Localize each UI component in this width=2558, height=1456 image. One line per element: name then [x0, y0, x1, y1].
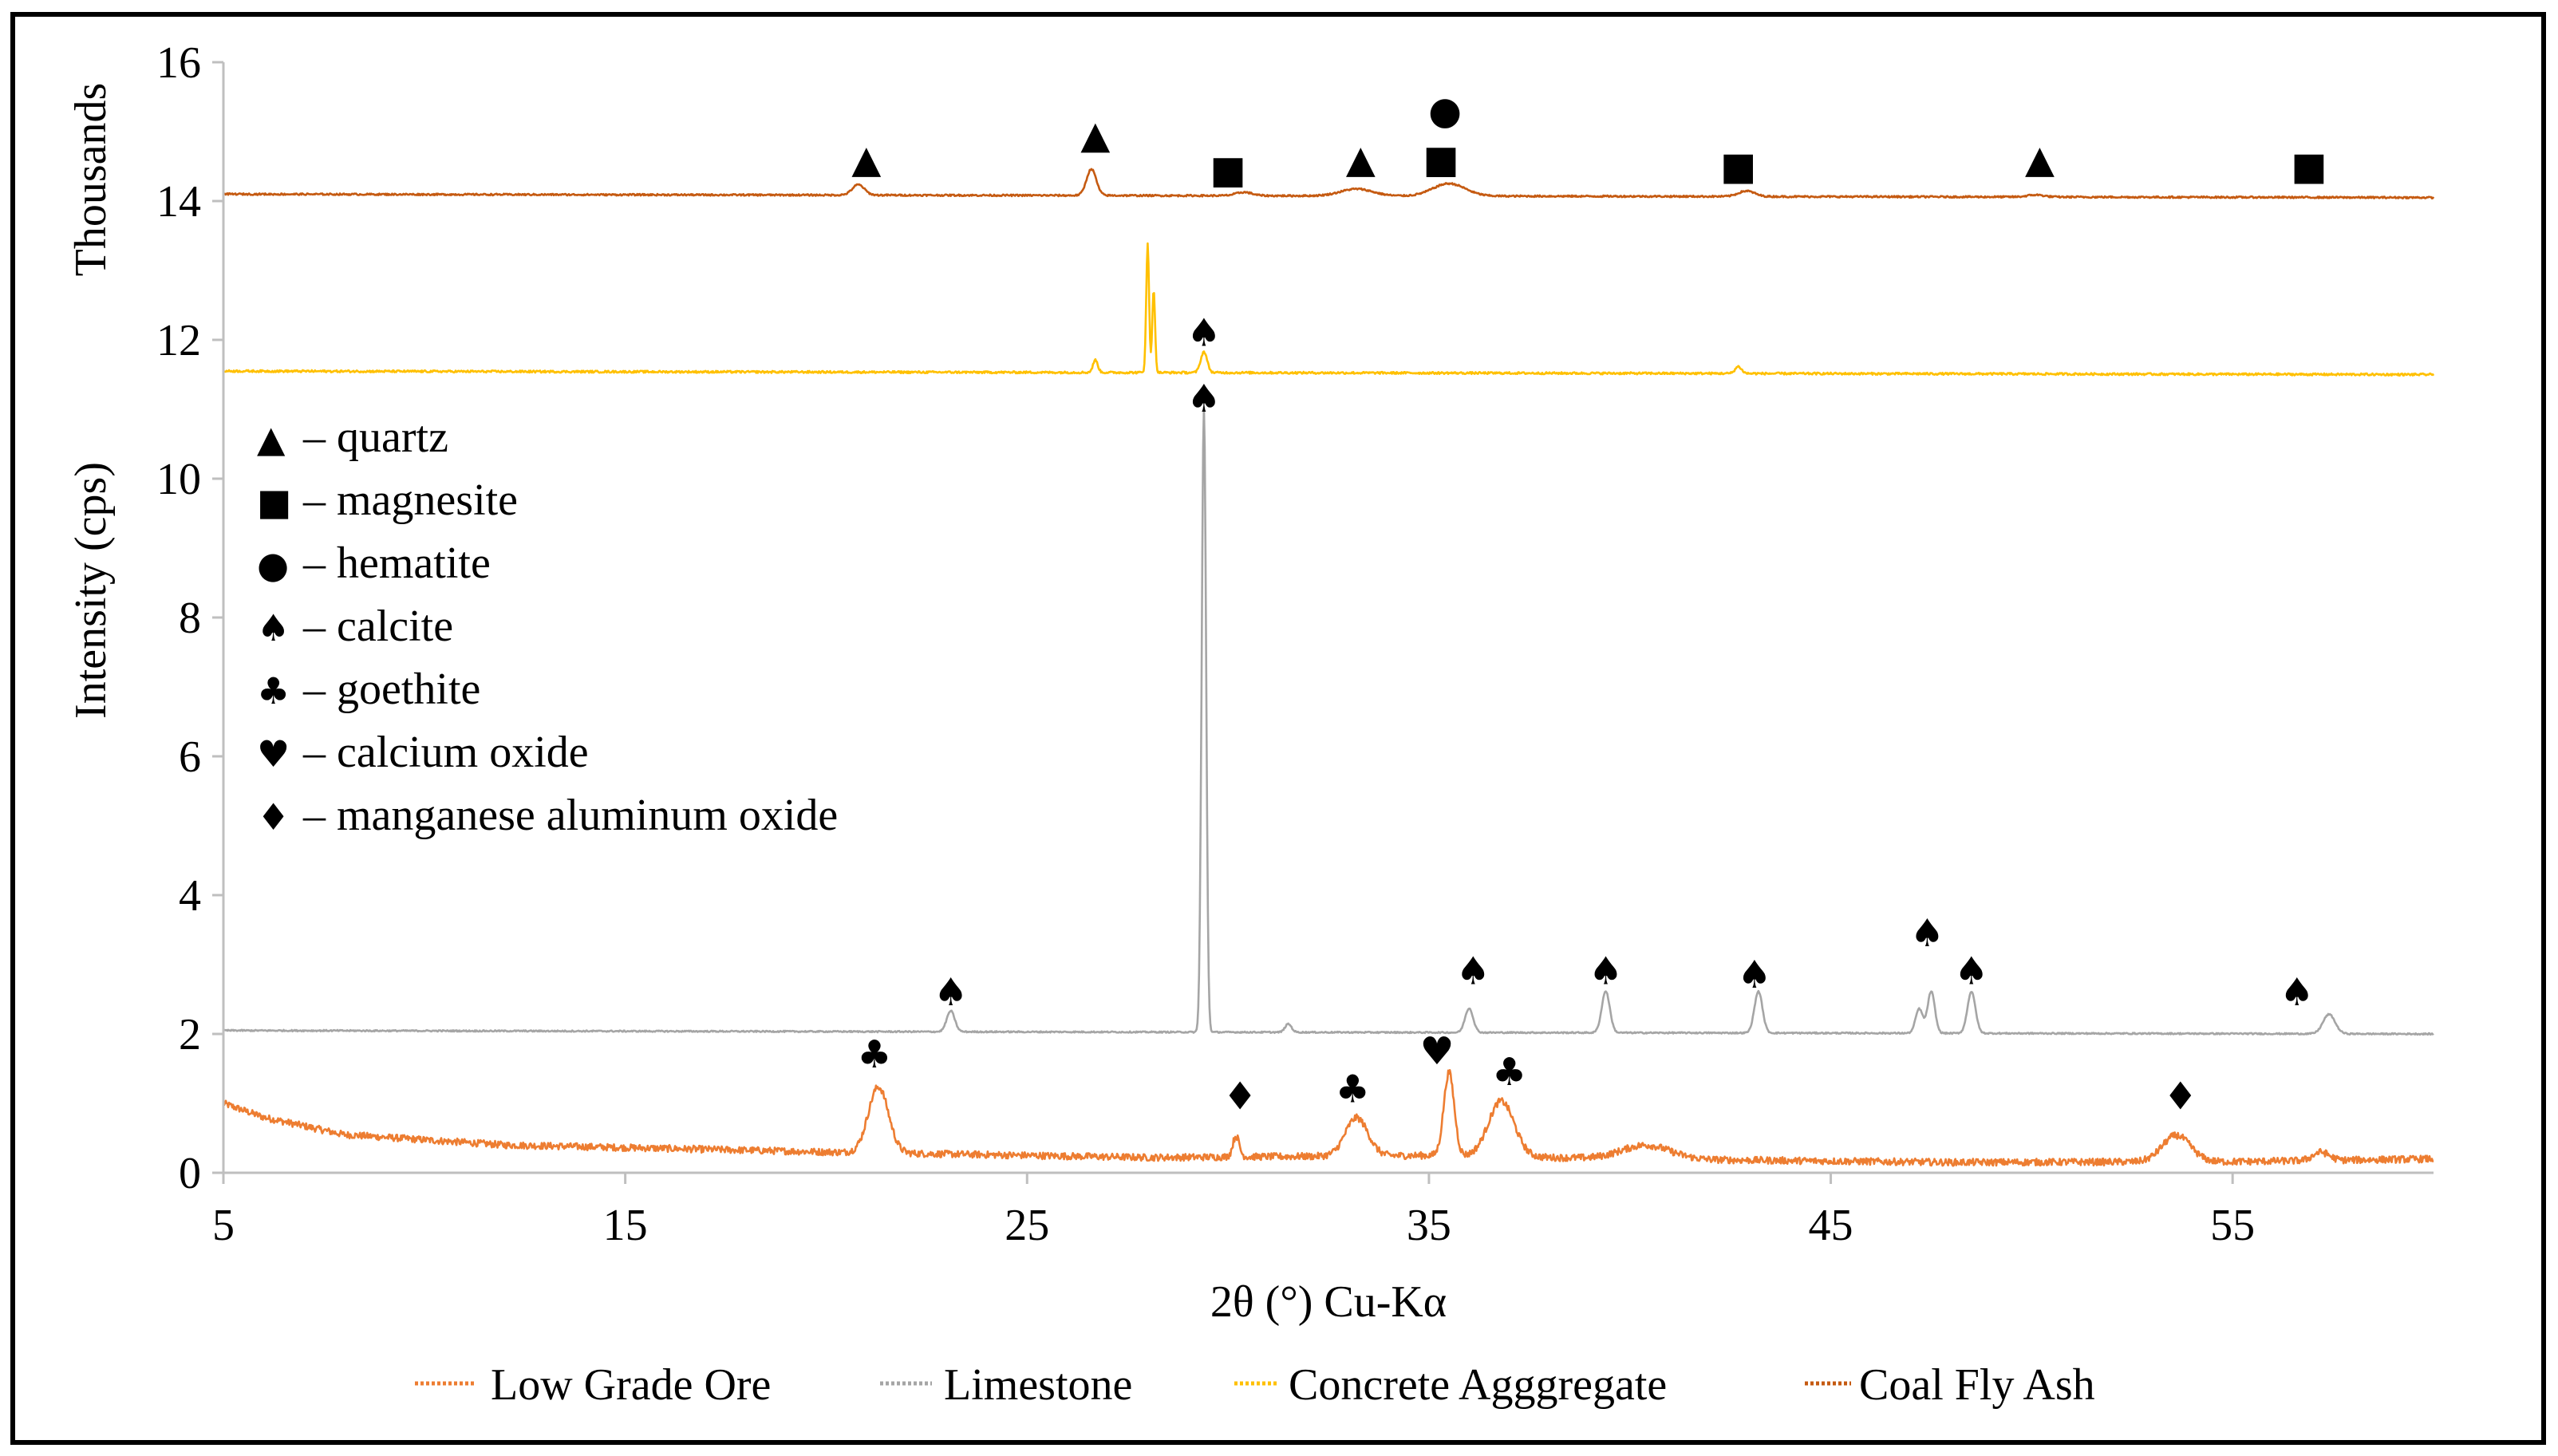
peak-marker-spade-13: ♠ — [1589, 949, 1623, 994]
peak-marker-square-8: ■ — [2291, 144, 2327, 189]
x-axis-title: 2θ (°) Cu-Kα — [1210, 1277, 1447, 1327]
y-unit-label: Thousands — [66, 83, 116, 277]
peak-marker-layer: ▲▲■ ▲●■ ■ ▲ ■♠♠♠ ♠ ♠ ♠♠♠ ♠♣♣ ♣♥♦ ♦ — [851, 89, 2327, 1119]
series-line-limestone — [223, 405, 2434, 1036]
peak-marker-heart-21: ♥ — [1419, 1029, 1454, 1074]
peak-marker-triangle-1: ▲ — [1080, 112, 1110, 157]
legend-label-calcite: – calcite — [302, 602, 453, 651]
peak-marker-club-18: ♣ — [857, 1032, 891, 1077]
y-tick-label-10: 10 — [156, 455, 201, 504]
series-legend: Low Grade Ore Limestone Concrete Agggreg… — [415, 1360, 2095, 1410]
peak-marker-spade-10: ♠ — [1186, 377, 1221, 421]
y-axis-title: Intensity (cps) — [66, 462, 116, 719]
peak-marker-club-20: ♣ — [1492, 1050, 1526, 1095]
y-tick-label-2: 2 — [179, 1010, 201, 1059]
legend-diamond-icon: ♦ — [257, 795, 290, 838]
y-tick-label-16: 16 — [156, 38, 201, 88]
peak-marker-triangle-3: ▲ — [1346, 137, 1376, 182]
peak-marker-spade-14: ♠ — [1737, 953, 1771, 997]
series-line-low-grade-ore — [222, 1069, 2434, 1167]
y-tick-label-6: 6 — [179, 732, 201, 782]
legend-spade-icon: ♠ — [257, 606, 290, 649]
series-line-coal-fly-ash — [223, 168, 2435, 199]
peak-marker-square-5: ■ — [1423, 137, 1459, 182]
legend-label-manganese-aluminum-oxide: – manganese aluminum oxide — [302, 791, 838, 840]
legend-label-magnesite: – magnesite — [302, 475, 518, 525]
peak-marker-diamond-23: ♦ — [2163, 1074, 2197, 1119]
series-legend-label-low-grade-ore: Low Grade Ore — [491, 1360, 771, 1410]
peak-marker-diamond-22: ♦ — [1223, 1074, 1257, 1119]
legend-label-quartz: – quartz — [302, 412, 448, 462]
legend-triangle-icon: ▲ — [257, 417, 286, 460]
x-tick-layer: 5 15 25 35 45 55 — [212, 1173, 2255, 1250]
legend-heart-icon: ♥ — [257, 732, 290, 775]
series-layer — [222, 168, 2435, 1167]
x-tick-label-35: 35 — [1407, 1201, 1451, 1250]
peak-marker-triangle-7: ▲ — [2025, 137, 2055, 182]
series-legend-label-concrete-aggregate: Concrete Agggregate — [1289, 1360, 1667, 1410]
peak-marker-spade-12: ♠ — [1456, 949, 1490, 994]
series-legend-label-limestone: Limestone — [944, 1360, 1132, 1410]
x-tick-label-45: 45 — [1809, 1201, 1853, 1250]
peak-marker-circle-4: ● — [1428, 89, 1462, 133]
peak-marker-spade-17: ♠ — [2280, 970, 2314, 1015]
peak-marker-spade-11: ♠ — [934, 970, 968, 1015]
peak-marker-spade-15: ♠ — [1910, 911, 1944, 956]
legend-label-goethite: – goethite — [302, 665, 480, 714]
y-tick-label-12: 12 — [156, 316, 201, 365]
legend-club-icon: ♣ — [257, 669, 290, 712]
x-tick-label-55: 55 — [2210, 1201, 2255, 1250]
y-tick-label-4: 4 — [179, 871, 201, 921]
chart-frame — [10, 12, 2546, 1445]
series-legend-label-coal-fly-ash: Coal Fly Ash — [1859, 1360, 2095, 1410]
x-tick-label-5: 5 — [212, 1201, 235, 1250]
peak-marker-triangle-0: ▲ — [851, 137, 881, 182]
y-tick-label-8: 8 — [179, 594, 201, 643]
y-tick-label-14: 14 — [156, 177, 201, 227]
y-tick-label-0: 0 — [179, 1149, 201, 1198]
peak-marker-square-6: ■ — [1720, 144, 1756, 189]
peak-marker-club-19: ♣ — [1336, 1067, 1370, 1112]
x-tick-label-25: 25 — [1005, 1201, 1049, 1250]
peak-marker-spade-9: ♠ — [1186, 310, 1221, 355]
legend-circle-icon: ● — [257, 543, 289, 586]
legend-square-icon: ■ — [257, 480, 291, 523]
legend-label-calcium-oxide: – calcium oxide — [302, 728, 589, 777]
peak-marker-spade-16: ♠ — [1954, 949, 1988, 994]
y-tick-layer: 0 2 4 6 8 10 12 14 16 — [156, 38, 223, 1198]
series-line-concrete-agggregate — [223, 242, 2435, 377]
legend-label-hematite: – hematite — [302, 539, 491, 588]
peak-marker-square-2: ■ — [1210, 148, 1245, 192]
mineral-legend: ▲ – quartz ■ – magnesite ● – hematite ♠ … — [257, 412, 838, 840]
x-tick-label-15: 15 — [603, 1201, 648, 1250]
